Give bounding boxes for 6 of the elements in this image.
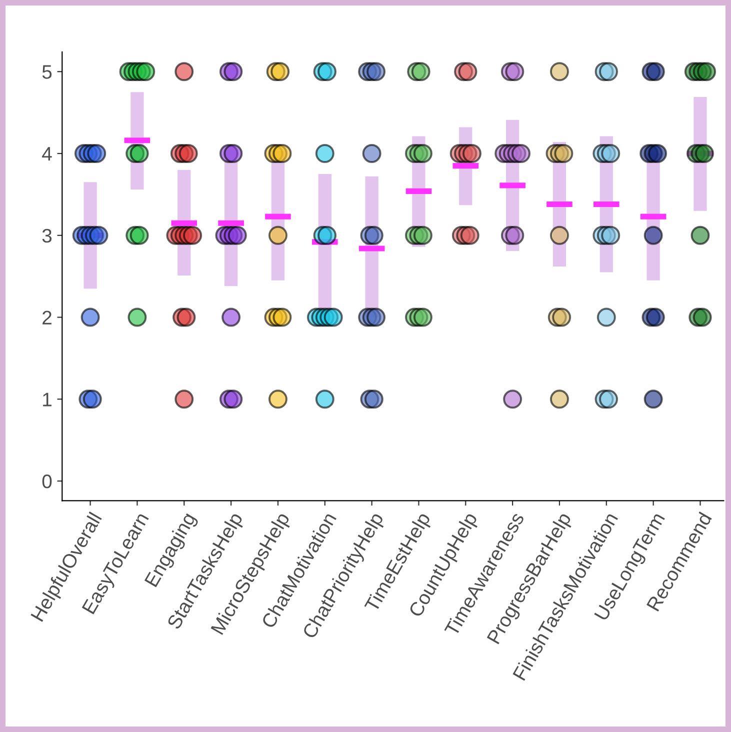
y-tick-label: 0 [42,474,52,488]
y-tick-label: 2 [42,310,52,324]
y-tick-label: 1 [43,392,52,406]
y-tick-label: 4 [42,147,52,161]
y-tick-label: 5 [42,65,52,79]
y-tick-label: 3 [42,228,52,243]
